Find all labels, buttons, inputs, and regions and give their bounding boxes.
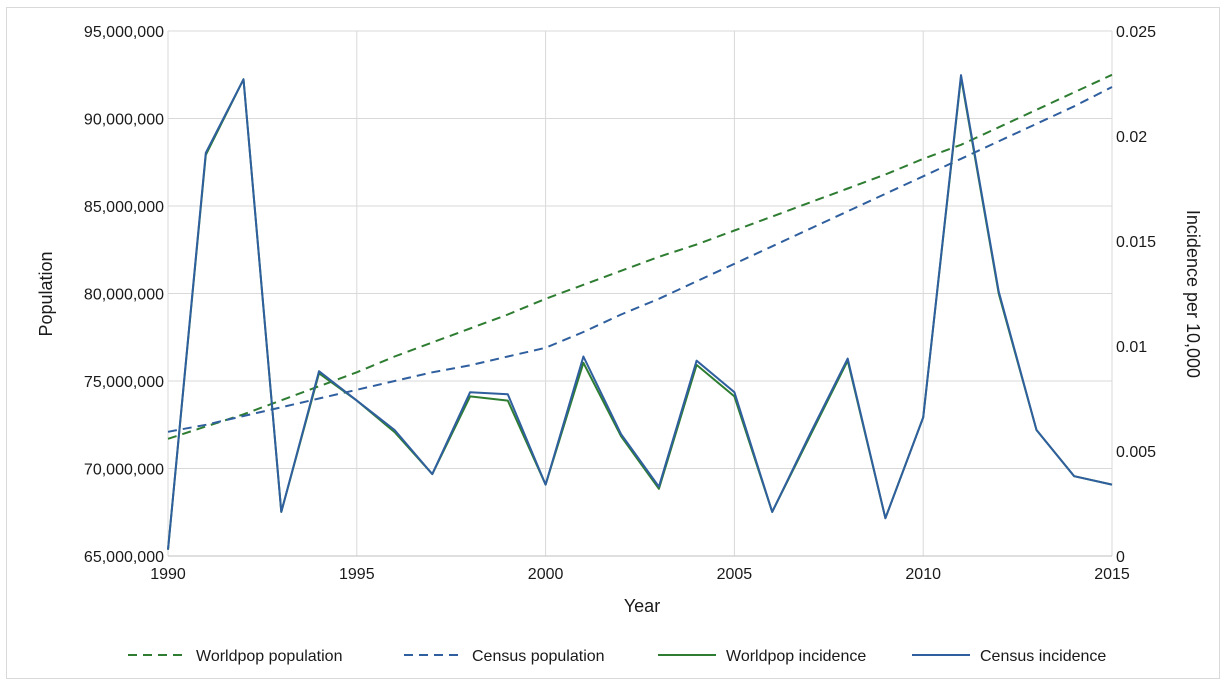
left-tick-label: 80,000,000 xyxy=(84,287,164,304)
census-incidence-line xyxy=(167,74,1113,550)
x-tick-label: 1990 xyxy=(150,566,186,583)
x-tick-label: 1995 xyxy=(339,566,375,583)
right-tick-label: 0 xyxy=(1116,549,1125,566)
series-layer xyxy=(167,73,1113,550)
left-axis-ticks: 65,000,000 70,000,000 75,000,000 80,000,000… xyxy=(84,24,164,566)
right-tick-label: 0.02 xyxy=(1116,129,1147,146)
left-tick-label: 90,000,000 xyxy=(84,112,164,129)
legend-label: Census incidence xyxy=(980,648,1106,665)
census-population-line xyxy=(167,86,1113,433)
x-tick-label: 2015 xyxy=(1094,566,1130,583)
right-tick-label: 0.025 xyxy=(1116,24,1156,41)
legend-label: Worldpop population xyxy=(196,648,342,665)
right-tick-label: 0.005 xyxy=(1116,444,1156,461)
x-tick-label: 2000 xyxy=(528,566,564,583)
left-axis-title: Population xyxy=(36,251,56,336)
right-axis-ticks: 0 0.005 0.01 0.015 0.02 0.025 xyxy=(1116,24,1156,566)
left-tick-label: 85,000,000 xyxy=(84,199,164,216)
x-tick-label: 2010 xyxy=(905,566,941,583)
right-axis-title: Incidence per 10,000 xyxy=(1183,210,1203,378)
worldpop-population-line xyxy=(167,73,1113,440)
x-axis-title: Year xyxy=(624,596,660,616)
left-tick-label: 95,000,000 xyxy=(84,24,164,41)
worldpop-incidence-line xyxy=(167,76,1113,550)
x-tick-label: 2005 xyxy=(717,566,753,583)
gridlines xyxy=(167,30,1113,557)
legend-label: Worldpop incidence xyxy=(726,648,866,665)
right-tick-label: 0.015 xyxy=(1116,234,1156,251)
legend: Worldpop population Census population Worl… xyxy=(128,648,1106,665)
left-tick-label: 70,000,000 xyxy=(84,462,164,479)
left-tick-label: 75,000,000 xyxy=(84,374,164,391)
legend-label: Census population xyxy=(472,648,605,665)
right-tick-label: 0.01 xyxy=(1116,339,1147,356)
x-axis-ticks: 1990 1995 2000 2005 2010 2015 xyxy=(150,566,1130,583)
left-tick-label: 65,000,000 xyxy=(84,549,164,566)
